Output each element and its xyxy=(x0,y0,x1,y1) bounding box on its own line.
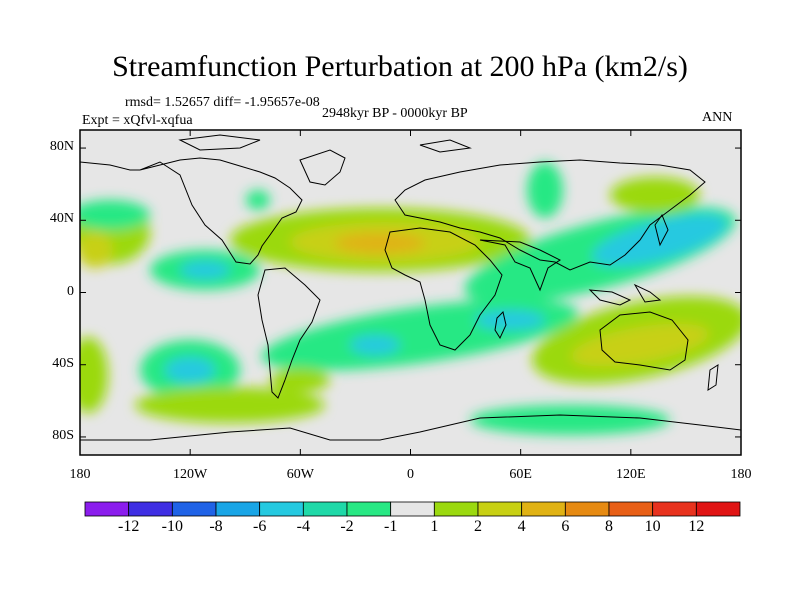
stats-line: rmsd= 1.52657 diff= -1.95657e-08 xyxy=(125,95,320,110)
coast-africa xyxy=(384,227,503,351)
coast-japan xyxy=(654,213,669,247)
contour-blob xyxy=(80,232,113,268)
legend-label: 8 xyxy=(605,518,613,535)
legend-label: 10 xyxy=(644,518,661,535)
x-tick-label: 60E xyxy=(509,467,532,482)
legend-swatch xyxy=(695,501,741,517)
legend-label: -12 xyxy=(117,518,140,535)
y-tick-label: 40S xyxy=(52,355,74,371)
coastlines xyxy=(80,134,741,441)
legend-swatch xyxy=(215,501,261,517)
contour-blob xyxy=(570,323,710,367)
legend-label: -10 xyxy=(161,518,183,535)
legend-swatch xyxy=(564,501,610,517)
legend-label: 6 xyxy=(561,518,570,535)
x-tick-label: 60W xyxy=(286,467,314,482)
legend-swatch xyxy=(652,501,697,517)
contour-blob xyxy=(180,261,230,279)
y-tick-label: 80N xyxy=(49,139,74,155)
contour-blob xyxy=(350,335,400,355)
legend-label: -6 xyxy=(252,518,267,535)
legend-swatch xyxy=(477,501,523,517)
coast-south-asia xyxy=(479,239,561,292)
legend-swatch xyxy=(84,501,130,517)
legend-swatch xyxy=(608,501,654,517)
coast-australia xyxy=(599,311,689,371)
legend-swatch xyxy=(390,501,435,517)
legend-swatch xyxy=(521,501,566,517)
x-tick-label: 180 xyxy=(730,467,752,482)
contour-blob xyxy=(80,337,108,413)
legend-label: 4 xyxy=(517,518,526,535)
coast-north-america xyxy=(139,157,303,265)
coast-arctic-islands xyxy=(178,134,472,153)
contour-blob xyxy=(475,310,545,330)
coast-south-america xyxy=(257,267,321,399)
x-tick-label: 180 xyxy=(69,467,91,482)
legend-colorbar xyxy=(84,501,741,517)
axis-ticks xyxy=(79,130,742,455)
y-tick-label: 80S xyxy=(52,427,74,443)
season-label: ANN xyxy=(702,110,733,125)
contour-blob xyxy=(527,162,563,218)
legend-label: 2 xyxy=(474,518,482,535)
period-label: 2948kyr BP - 0000kyr BP xyxy=(322,106,468,121)
coast-maritime-continent xyxy=(588,283,662,306)
x-tick-label: 0 xyxy=(407,467,414,482)
coast-antarctica xyxy=(80,414,741,441)
legend-label: -8 xyxy=(209,518,223,535)
y-tick-label: 0 xyxy=(67,283,74,299)
legend-swatch xyxy=(259,501,304,517)
coast-greenland xyxy=(299,149,346,186)
legend-swatch xyxy=(128,501,173,517)
coast-new-zealand xyxy=(707,364,719,391)
contour-field xyxy=(80,130,741,455)
contour-blob xyxy=(135,387,325,423)
coast-madagascar xyxy=(494,311,507,340)
legend-label: -4 xyxy=(296,518,310,535)
coast-alaska xyxy=(80,161,140,171)
contour-blob xyxy=(80,200,150,230)
coast-eurasia xyxy=(394,159,706,271)
legend-label: -1 xyxy=(383,518,398,535)
legend-swatch xyxy=(302,501,348,517)
experiment-label: Expt = xQfvl-xqfua xyxy=(82,113,193,128)
legend-swatch xyxy=(346,501,392,517)
legend-label: 1 xyxy=(430,518,439,535)
x-tick-label: 120W xyxy=(173,467,208,482)
legend-label: -2 xyxy=(340,518,354,535)
y-tick-label: 40N xyxy=(49,211,74,227)
contour-blob xyxy=(610,177,700,213)
map-title: Streamfunction Perturbation at 200 hPa (… xyxy=(112,50,688,83)
legend-label: 12 xyxy=(688,518,705,535)
contour-blob xyxy=(335,233,425,253)
legend-swatch xyxy=(433,501,479,517)
x-tick-label: 120E xyxy=(616,467,646,482)
contour-blob xyxy=(470,405,670,435)
legend-swatch xyxy=(171,501,217,517)
contour-blob xyxy=(246,190,270,210)
contour-blob xyxy=(270,368,330,392)
contour-blob xyxy=(165,357,215,383)
